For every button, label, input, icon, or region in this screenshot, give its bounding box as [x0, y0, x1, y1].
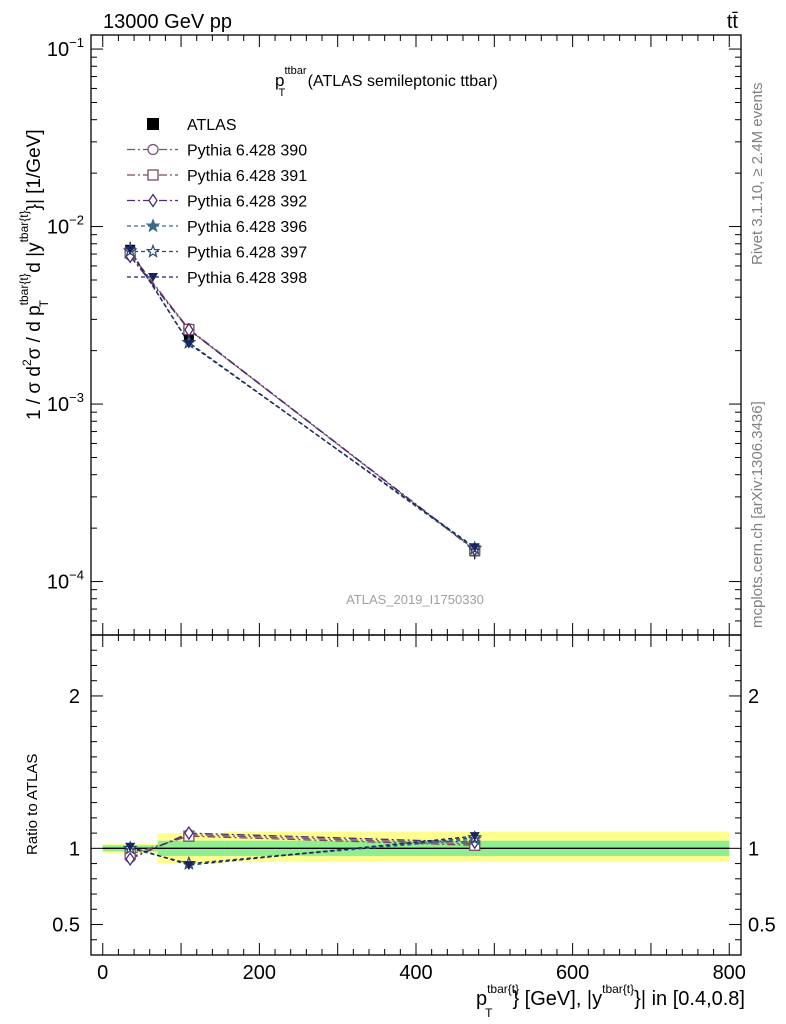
- main-y-label-p2: σ / d p: [24, 305, 45, 359]
- x-axis-label-p3: [GeV], |y: [519, 988, 602, 1010]
- x-tick-label: 200: [243, 962, 276, 984]
- ratio-panel-frame: [90, 634, 742, 956]
- ratio-y-tick-label: 0.5: [52, 915, 80, 937]
- main-y-tick-label: 10−3: [47, 390, 84, 416]
- legend-marker: [148, 193, 158, 208]
- ratio-y-tick-label-right: 0.5: [748, 915, 776, 937]
- x-tick-label: 0: [97, 962, 108, 984]
- x-tick-label: 600: [556, 962, 589, 984]
- ratio-y-axis: 0.5 0.5 1 1 2 2: [52, 649, 776, 941]
- series-marker: [469, 543, 480, 553]
- x-axis-label-p1sup: tbar{t}: [487, 982, 519, 996]
- main-y-label-p2sup: tbar{t}: [17, 273, 31, 305]
- ratio-marker: [125, 851, 135, 867]
- main-y-label-p3: d |y: [24, 242, 45, 278]
- watermark: ATLAS_2019_I1750330: [346, 592, 484, 607]
- x-axis-label-p4: }| in [0.4,0.8]: [634, 988, 745, 1010]
- main-x-axis: [102, 35, 730, 635]
- ratio-y-label: Ratio to ATLAS: [24, 754, 41, 855]
- legend-label: Pythia 6.428 391: [187, 168, 307, 185]
- main-y-tick-label: 10−2: [47, 213, 84, 239]
- x-axis-label-p3sup: tbar{t}: [602, 982, 634, 996]
- legend-data-marker: [147, 118, 159, 130]
- main-y-label-p2sub: T: [37, 299, 51, 307]
- series-marker: [125, 245, 136, 255]
- legend-label: Pythia 6.428 390: [187, 143, 307, 160]
- legend-label: Pythia 6.428 398: [187, 270, 307, 287]
- chart-title-sub: T: [278, 87, 285, 99]
- ratio-marker: [184, 825, 194, 841]
- ratio-x-axis: 0 200 400 600 800: [97, 635, 746, 984]
- series-lines: [129, 249, 476, 551]
- ratio-y-tick-label-right: 1: [748, 838, 759, 860]
- legend-marker: [145, 218, 161, 233]
- legend-marker: [148, 273, 158, 282]
- legend: ATLAS Pythia 6.428 390 Pythia 6.428 391 Pyt…: [127, 117, 307, 287]
- process-label: tt̄: [727, 11, 739, 33]
- main-y-tick-label: 10−4: [47, 568, 84, 594]
- legend-data-label: ATLAS: [187, 117, 237, 134]
- main-y-axis: 10−1 10−2 10−3 10−4: [47, 35, 741, 636]
- main-y-label-p4: }| [1/GeV]: [24, 129, 45, 210]
- ratio-marker: [183, 861, 194, 871]
- x-axis-label-p2: }: [512, 988, 519, 1010]
- series-line: [129, 249, 476, 548]
- rivet-label: Rivet 3.1.10, ≥ 2.4M events: [749, 83, 766, 266]
- legend-marker: [147, 143, 159, 156]
- ratio-y-tick-label: 1: [69, 838, 80, 860]
- series-line: [129, 255, 476, 550]
- x-axis-label-p1sub: T: [485, 1006, 493, 1020]
- mcplots-label: mcplots.cern.ch [arXiv:1306.3436]: [749, 401, 766, 628]
- ratio-marker: [469, 832, 480, 842]
- ratio-markers: [122, 825, 483, 871]
- x-tick-label: 400: [399, 962, 432, 984]
- main-y-label-p1sup: 2: [20, 359, 34, 366]
- chart-title-main: p: [275, 71, 284, 90]
- legend-label: Pythia 6.428 397: [187, 245, 307, 262]
- legend-label: Pythia 6.428 396: [187, 219, 307, 236]
- chart-title-sup: ttbar: [284, 65, 306, 77]
- main-y-label-p1: 1 / σ d: [24, 366, 45, 420]
- energy-label: 13000 GeV pp: [103, 11, 232, 33]
- series-markers: [122, 241, 483, 560]
- legend-marker: [145, 243, 161, 258]
- series-line: [129, 250, 476, 550]
- main-y-label-p3sup: tbar{t}: [17, 210, 31, 242]
- series-line: [129, 250, 476, 549]
- x-tick-label: 800: [713, 962, 746, 984]
- ratio-line: [130, 835, 475, 866]
- series-line: [129, 252, 476, 551]
- ratio-y-tick-label-right: 2: [748, 686, 759, 708]
- legend-label: Pythia 6.428 392: [187, 194, 307, 211]
- x-axis-label-p1: p: [476, 988, 487, 1010]
- chart-title-rest: (ATLAS semileptonic ttbar): [303, 73, 497, 90]
- ratio-y-tick-label: 2: [69, 686, 80, 708]
- ratio-marker: [125, 842, 136, 852]
- ratio-panel: 0.5 0.51 12 2 0 200 400 600 800 Ratio to ATLAS …: [24, 634, 776, 1020]
- chart-title: pttbar T (ATLAS semileptonic ttbar): [275, 65, 498, 99]
- main-y-label: 1 / σ d2σ / d ptbar{t} T d |ytbar{t}}| [1…: [17, 129, 51, 420]
- legend-marker: [147, 169, 159, 181]
- series-line: [129, 254, 476, 551]
- series-marker: [183, 339, 194, 349]
- main-y-tick-label: 10−1: [47, 35, 84, 61]
- x-axis-label: ptbar{t} T} [GeV], |ytbar{t}}| in [0.4,0.…: [476, 982, 745, 1020]
- main-panel: 10−1 10−2 10−3 10−4 ATLAS_2019_I1750330 ptt…: [17, 34, 742, 636]
- ratio-line: [130, 835, 475, 856]
